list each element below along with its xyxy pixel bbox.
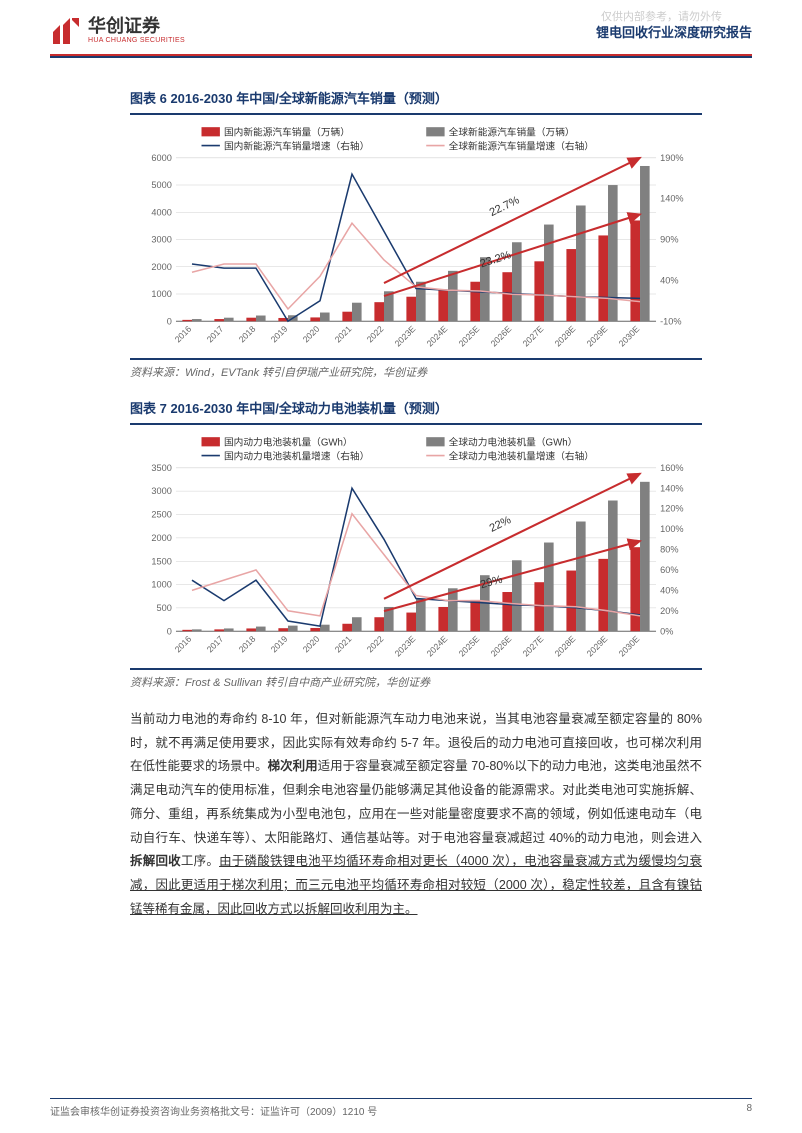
svg-text:6000: 6000 — [151, 153, 171, 163]
svg-text:1500: 1500 — [151, 556, 171, 566]
figure-6-title: 图表 6 2016-2030 年中国/全球新能源汽车销量（预测） — [130, 88, 702, 107]
svg-text:国内新能源汽车销量增速（右轴）: 国内新能源汽车销量增速（右轴） — [224, 140, 369, 153]
body-bold-2: 拆解回收 — [130, 854, 181, 868]
svg-text:80%: 80% — [660, 545, 678, 555]
svg-text:全球新能源汽车销量（万辆）: 全球新能源汽车销量（万辆） — [449, 125, 575, 138]
svg-text:190%: 190% — [660, 153, 684, 163]
svg-text:2018: 2018 — [237, 634, 258, 655]
figure-7-frame: 国内动力电池装机量（GWh） 全球动力电池装机量（GWh） 国内动力电池装机量增速（… — [130, 423, 702, 670]
svg-text:4000: 4000 — [151, 207, 171, 217]
body-bold-1: 梯次利用 — [268, 759, 318, 773]
svg-text:2022: 2022 — [365, 324, 386, 345]
svg-text:2016: 2016 — [173, 324, 194, 345]
body-text-e: 工序。 — [181, 854, 219, 868]
svg-text:3000: 3000 — [151, 486, 171, 496]
figure-6-source: 资料来源：Wind，EVTank 转引自伊瑞产业研究院，华创证券 — [130, 364, 702, 380]
svg-text:3000: 3000 — [151, 235, 171, 245]
figure-6-frame: 国内新能源汽车销量（万辆） 全球新能源汽车销量（万辆） 国内新能源汽车销量增速（右轴… — [130, 113, 702, 360]
svg-text:2017: 2017 — [205, 634, 226, 655]
logo-icon — [50, 15, 82, 47]
svg-text:0: 0 — [167, 626, 172, 636]
svg-text:2024E: 2024E — [425, 634, 450, 659]
figure-7-source: 资料来源：Frost & Sullivan 转引自中商产业研究院，华创证券 — [130, 674, 702, 690]
svg-text:500: 500 — [157, 603, 172, 613]
svg-text:2021: 2021 — [333, 634, 354, 655]
svg-text:全球动力电池装机量（GWh）: 全球动力电池装机量（GWh） — [449, 435, 578, 448]
footer-rule — [50, 1098, 752, 1100]
svg-text:3500: 3500 — [151, 463, 171, 473]
svg-text:90%: 90% — [660, 235, 678, 245]
svg-text:2025E: 2025E — [457, 634, 482, 659]
figure-7-title: 图表 7 2016-2030 年中国/全球动力电池装机量（预测） — [130, 398, 702, 417]
footer-page-number: 8 — [746, 1103, 752, 1118]
svg-text:2029E: 2029E — [585, 634, 610, 659]
svg-text:2021: 2021 — [333, 324, 354, 345]
svg-text:-10%: -10% — [660, 316, 681, 326]
svg-text:2022: 2022 — [365, 634, 386, 655]
figure-6-chart: 国内新能源汽车销量（万辆） 全球新能源汽车销量（万辆） 国内新能源汽车销量增速（右轴… — [130, 119, 702, 354]
svg-text:22%: 22% — [488, 514, 513, 535]
svg-text:2024E: 2024E — [425, 324, 450, 349]
svg-text:2027E: 2027E — [521, 634, 546, 659]
logo-text-en: HUA CHUANG SECURITIES — [88, 37, 185, 45]
svg-text:1000: 1000 — [151, 580, 171, 590]
svg-text:2026E: 2026E — [489, 324, 514, 349]
svg-text:全球动力电池装机量增速（右轴）: 全球动力电池装机量增速（右轴） — [449, 450, 594, 463]
svg-text:140%: 140% — [660, 483, 684, 493]
svg-text:5000: 5000 — [151, 180, 171, 190]
svg-text:2016: 2016 — [173, 634, 194, 655]
page-footer: 证监会审核华创证券投资咨询业务资格批文号：证监许可（2009）1210 号 8 — [50, 1098, 752, 1119]
svg-text:2000: 2000 — [151, 262, 171, 272]
svg-text:40%: 40% — [660, 275, 678, 285]
svg-text:2023E: 2023E — [393, 634, 418, 659]
content: 图表 6 2016-2030 年中国/全球新能源汽车销量（预测） 国内新能源汽车… — [0, 58, 802, 922]
svg-text:2019: 2019 — [269, 634, 290, 655]
svg-text:全球新能源汽车销量增速（右轴）: 全球新能源汽车销量增速（右轴） — [449, 140, 594, 153]
svg-text:23.2%: 23.2% — [479, 249, 513, 270]
svg-text:160%: 160% — [660, 463, 684, 473]
svg-text:1000: 1000 — [151, 289, 171, 299]
svg-text:2023E: 2023E — [393, 324, 418, 349]
svg-text:60%: 60% — [660, 565, 678, 575]
logo-text-cn: 华创证券 — [88, 17, 185, 37]
svg-text:2030E: 2030E — [617, 634, 642, 659]
svg-text:2030E: 2030E — [617, 324, 642, 349]
svg-text:2027E: 2027E — [521, 324, 546, 349]
document-title: 锂电回收行业深度研究报告 — [596, 22, 752, 41]
footer-left: 证监会审核华创证券投资咨询业务资格批文号：证监许可（2009）1210 号 — [50, 1103, 377, 1118]
svg-text:国内新能源汽车销量（万辆）: 国内新能源汽车销量（万辆） — [224, 125, 350, 138]
watermark: 仅供内部参考，请勿外传 — [601, 8, 722, 24]
svg-text:0%: 0% — [660, 626, 673, 636]
svg-text:120%: 120% — [660, 504, 684, 514]
svg-text:2026E: 2026E — [489, 634, 514, 659]
svg-text:2020: 2020 — [301, 324, 322, 345]
svg-text:2020: 2020 — [301, 634, 322, 655]
svg-text:0: 0 — [167, 316, 172, 326]
svg-text:40%: 40% — [660, 585, 678, 595]
body-paragraph: 当前动力电池的寿命约 8-10 年，但对新能源汽车动力电池来说，当其电池容量衰减… — [130, 708, 702, 922]
svg-text:2029E: 2029E — [585, 324, 610, 349]
svg-text:国内动力电池装机量增速（右轴）: 国内动力电池装机量增速（右轴） — [224, 450, 369, 463]
figure-7-chart: 国内动力电池装机量（GWh） 全球动力电池装机量（GWh） 国内动力电池装机量增速（… — [130, 429, 702, 664]
svg-text:140%: 140% — [660, 194, 684, 204]
svg-text:100%: 100% — [660, 524, 684, 534]
svg-text:2500: 2500 — [151, 509, 171, 519]
svg-text:22.7%: 22.7% — [488, 194, 522, 219]
svg-text:2000: 2000 — [151, 533, 171, 543]
svg-text:20%: 20% — [660, 606, 678, 616]
svg-text:2019: 2019 — [269, 324, 290, 345]
svg-text:2018: 2018 — [237, 324, 258, 345]
logo: 华创证券 HUA CHUANG SECURITIES — [50, 15, 185, 47]
svg-text:2028E: 2028E — [553, 324, 578, 349]
svg-text:国内动力电池装机量（GWh）: 国内动力电池装机量（GWh） — [224, 435, 353, 448]
svg-text:2025E: 2025E — [457, 324, 482, 349]
svg-text:2028E: 2028E — [553, 634, 578, 659]
svg-text:2017: 2017 — [205, 324, 226, 345]
